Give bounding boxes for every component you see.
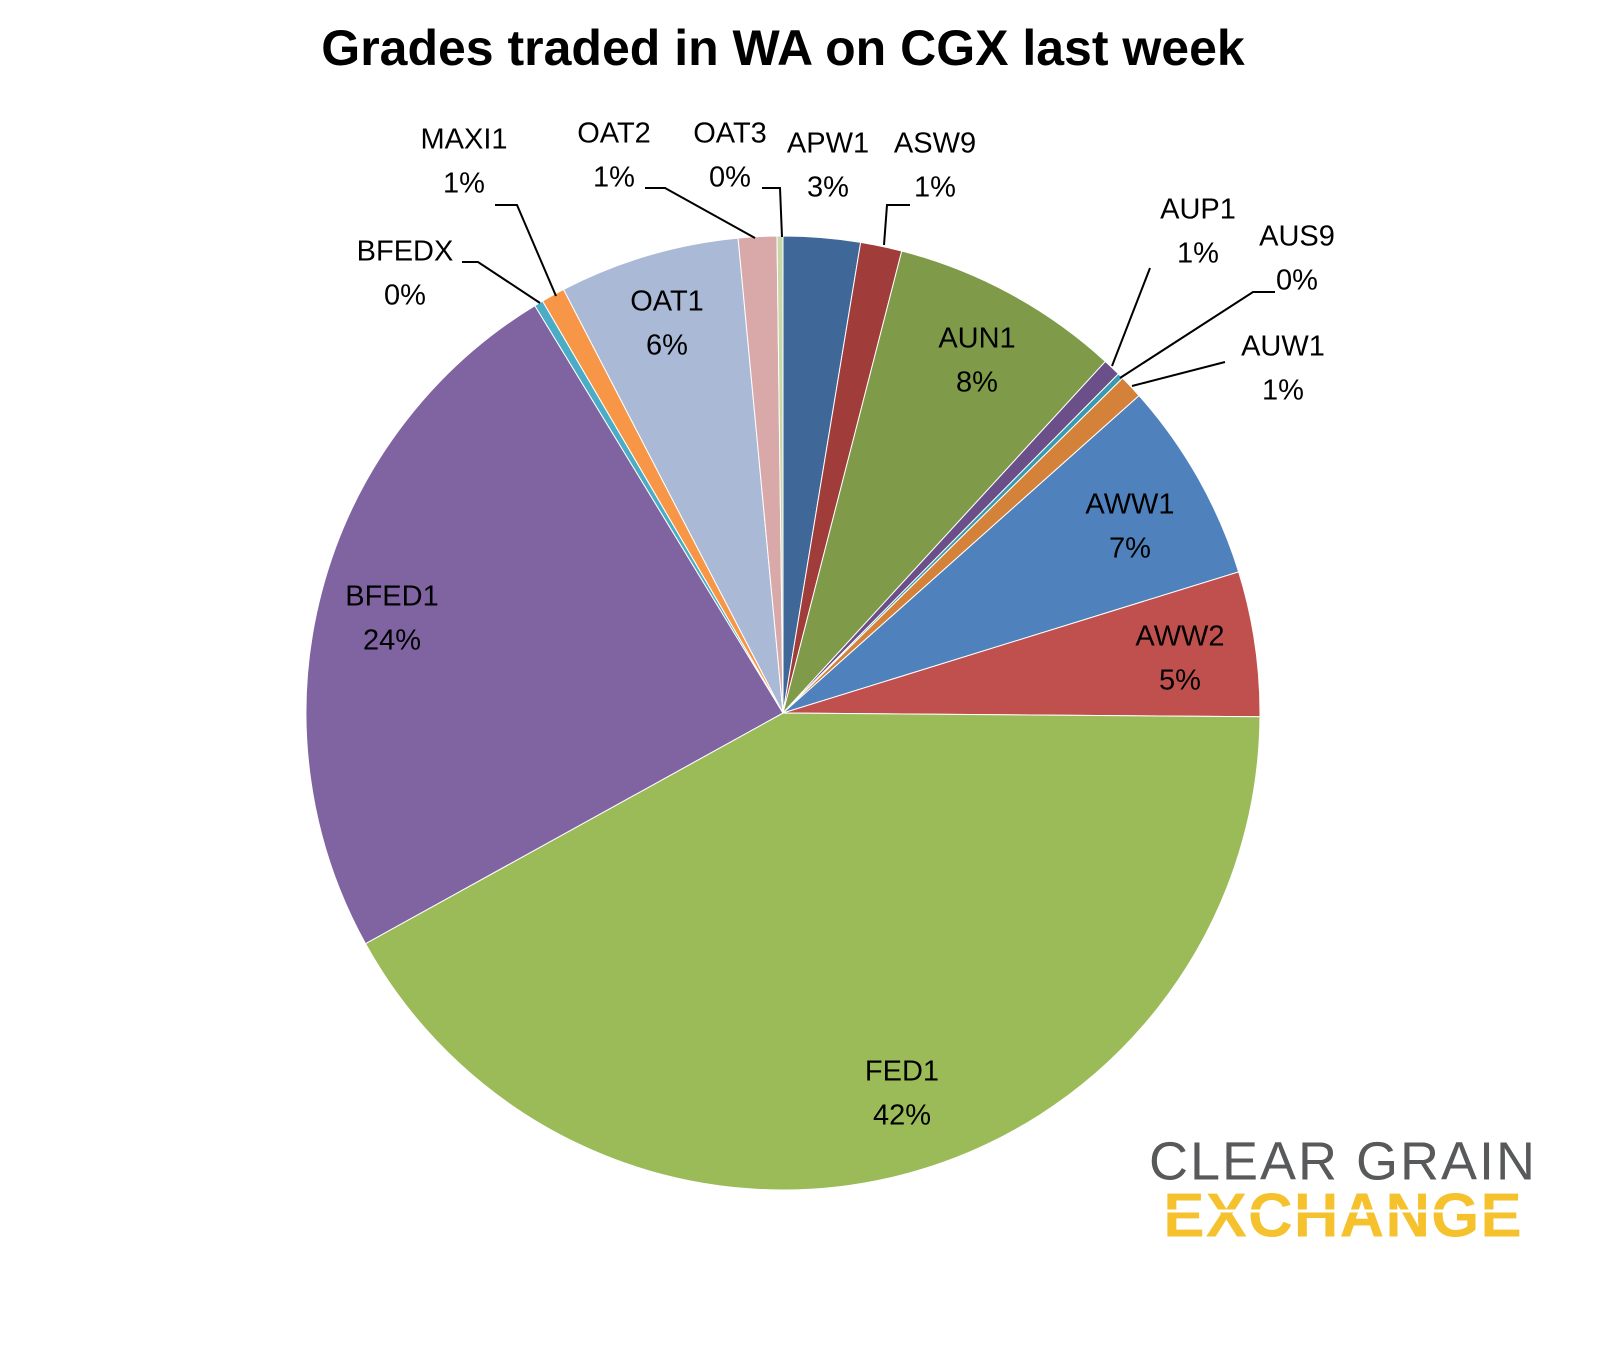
slice-label: BFED1 (345, 581, 438, 613)
slice-label: FED1 (865, 1056, 939, 1088)
slice-label: AUN1 (938, 323, 1015, 355)
slice-value-label: 1% (914, 172, 956, 204)
slice-value-label: 1% (593, 162, 635, 194)
pie-slice (782, 571, 1261, 718)
slice-value-label: 0% (384, 280, 426, 312)
slice-value-label: 7% (1109, 533, 1151, 565)
leader-line (1131, 361, 1226, 387)
slice-value-label: 0% (709, 162, 751, 194)
slice-label: OAT2 (577, 118, 651, 150)
slice-label: OAT1 (630, 286, 704, 318)
logo-line1: CLEAR GRAIN (1149, 1131, 1537, 1191)
chart-title: Grades traded in WA on CGX last week (321, 20, 1245, 76)
leader-line (495, 204, 557, 297)
slice-value-label: 1% (1262, 375, 1304, 407)
slice-label: AUW1 (1241, 331, 1325, 363)
slice-value-label: 24% (363, 625, 421, 657)
leader-line (1111, 267, 1151, 367)
pie-slice (562, 237, 784, 714)
leader-line (1119, 291, 1275, 379)
pie-slice (782, 250, 1107, 714)
leader-line (883, 204, 910, 246)
slice-value-label: 0% (1276, 265, 1318, 297)
leader-line (762, 187, 783, 238)
slice-value-label: 8% (956, 367, 998, 399)
leader-line (645, 187, 756, 239)
slice-label: ASW9 (894, 128, 976, 160)
slice-value-label: 3% (807, 172, 849, 204)
slice-label: BFEDX (357, 236, 454, 268)
pie-slice (776, 235, 784, 714)
slice-value-label: 1% (1177, 238, 1219, 270)
slice-value-label: 6% (646, 330, 688, 362)
pie (305, 235, 1261, 1191)
slice-label: AUP1 (1160, 194, 1236, 226)
logo-line2: EXCHANGE (1163, 1181, 1522, 1250)
slice-value-label: 5% (1159, 665, 1201, 697)
slice-value-label: 1% (443, 168, 485, 200)
slice-label: APW1 (787, 128, 869, 160)
slice-label: AWW2 (1135, 621, 1224, 653)
pie-slice (305, 304, 784, 945)
slice-value-label: 42% (873, 1100, 931, 1132)
pie-slice (364, 712, 1261, 1191)
slice-label: MAXI1 (420, 124, 507, 156)
slice-label: AUS9 (1259, 221, 1335, 253)
slice-label: AWW1 (1085, 489, 1174, 521)
leader-line (462, 261, 541, 304)
slice-label: OAT3 (693, 118, 767, 150)
pie-slice (782, 394, 1240, 714)
